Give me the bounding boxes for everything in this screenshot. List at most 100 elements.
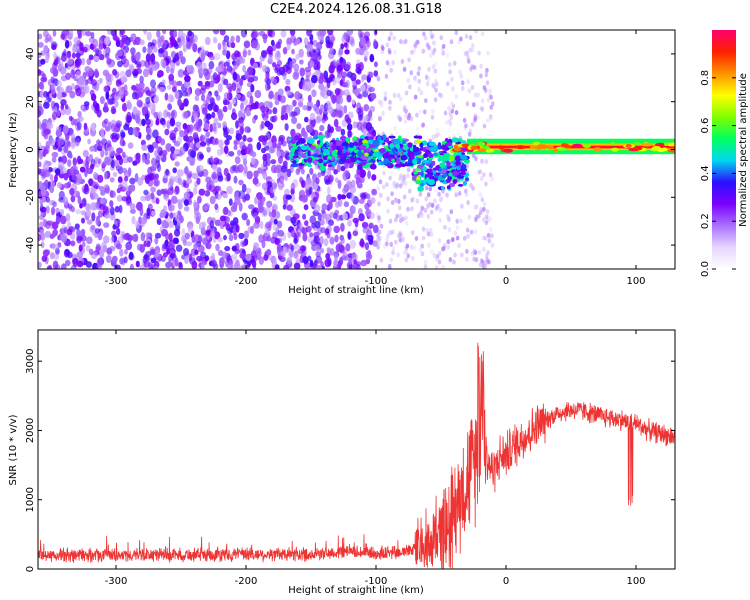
spectrogram-cell bbox=[363, 104, 370, 112]
spectrogram-cell bbox=[130, 47, 136, 55]
spectrogram-cell bbox=[454, 110, 459, 116]
spectrogram-cell bbox=[360, 193, 367, 200]
spectrogram-cell bbox=[40, 90, 44, 99]
spectrogram-cell bbox=[107, 146, 115, 152]
spectrogram-cell bbox=[277, 88, 284, 96]
spectrogram-cell bbox=[397, 114, 401, 120]
spectrogram-cells bbox=[38, 30, 675, 269]
snr-xtick-label: -300 bbox=[105, 576, 128, 587]
spectrogram-cell bbox=[121, 151, 126, 158]
spectrogram-cell bbox=[292, 160, 297, 164]
spectrogram-cell bbox=[208, 61, 215, 70]
spectrogram-cell bbox=[151, 141, 159, 149]
spectrogram-cell bbox=[364, 152, 369, 157]
snr-xtick-label: -100 bbox=[365, 576, 388, 587]
spectrogram-cell bbox=[298, 222, 303, 230]
spectrogram-cell bbox=[99, 249, 105, 259]
spectrogram-cell bbox=[303, 260, 310, 269]
spectrogram-cell bbox=[88, 248, 94, 255]
spectrogram-cell bbox=[169, 212, 174, 219]
spectrogram-cell bbox=[254, 196, 258, 205]
spectrogram-cell bbox=[461, 86, 465, 91]
spectrogram-cell bbox=[309, 215, 317, 224]
spectrogram-cell bbox=[83, 85, 90, 94]
spectrogram-cell bbox=[285, 78, 291, 86]
spectrogram-cell bbox=[322, 109, 328, 117]
spectrogram-cell bbox=[320, 104, 325, 112]
spectrogram-cell bbox=[275, 43, 282, 49]
spectrogram-cell bbox=[121, 37, 127, 44]
spectrogram-cell bbox=[484, 181, 488, 187]
spectrogram-cell bbox=[302, 213, 307, 220]
spectrogram-cell bbox=[52, 30, 57, 37]
spectrogram-cell bbox=[392, 180, 396, 186]
spectrogram-cell bbox=[343, 42, 348, 48]
spectrogram-cell bbox=[292, 155, 299, 159]
spectrogram-cell bbox=[319, 124, 325, 132]
snr-xlabel: Height of straight line (km) bbox=[288, 585, 424, 596]
spectrogram-cell bbox=[119, 70, 126, 80]
spectrogram-cell bbox=[253, 242, 260, 250]
spectrogram-cell bbox=[309, 259, 314, 268]
spectrogram-cell bbox=[168, 232, 173, 242]
spectrogram-cell bbox=[71, 52, 76, 59]
spectrogram-cell bbox=[477, 50, 481, 56]
spectrogram-cell bbox=[421, 235, 426, 241]
spectrogram-cell bbox=[468, 47, 472, 53]
spectrogram-cell bbox=[152, 129, 159, 139]
spectrogram-cell bbox=[166, 247, 170, 255]
spectrogram-cell bbox=[303, 131, 308, 140]
spectrogram-cell bbox=[401, 179, 405, 185]
spectrogram-cell bbox=[333, 225, 341, 234]
spectrogram-cell bbox=[112, 171, 118, 177]
spectrogram-cell bbox=[488, 88, 493, 94]
spectrogram-cell bbox=[472, 102, 476, 108]
spectrogram-cell bbox=[222, 49, 228, 56]
spectrogram-cell bbox=[388, 151, 393, 155]
spectrogram-cell bbox=[449, 155, 455, 162]
spectrogram-cell bbox=[44, 169, 51, 178]
spectrogram-cell bbox=[94, 68, 99, 78]
spectrogram-cell bbox=[116, 194, 123, 202]
spectrogram-cell bbox=[192, 43, 198, 53]
spectrogram-cell bbox=[65, 72, 71, 81]
spectrogram-cell bbox=[305, 225, 312, 233]
spectrogram-cell bbox=[84, 185, 89, 193]
spectrogram-cell bbox=[292, 145, 298, 150]
spectrogram-cell bbox=[387, 263, 392, 269]
spectrogram-cell bbox=[228, 259, 234, 266]
spectrogram-cell bbox=[416, 213, 421, 219]
spectrogram-cell bbox=[122, 233, 130, 240]
spectrogram-cell bbox=[82, 197, 87, 207]
spectrogram-cell bbox=[284, 112, 289, 121]
spectrogram-cell bbox=[205, 137, 211, 146]
spectrogram-cell bbox=[317, 134, 326, 139]
spectrogram-cell bbox=[402, 174, 406, 180]
spectrogram-cell bbox=[270, 39, 275, 47]
spectrogram-cell bbox=[144, 194, 151, 202]
spectrogram-cell bbox=[290, 163, 299, 168]
spectrogram-cell bbox=[193, 202, 198, 209]
spectrogram-cell bbox=[426, 192, 431, 198]
spectrogram-cell bbox=[351, 99, 356, 105]
spectrogram-cell bbox=[304, 37, 309, 46]
spectrogram-cell bbox=[307, 94, 312, 103]
spectrogram-cell bbox=[200, 84, 207, 91]
spectrogram-cell bbox=[331, 150, 338, 157]
snr-ytick-label: 3000 bbox=[25, 348, 36, 373]
spectrogram-cell bbox=[232, 217, 239, 226]
spectrogram-cell bbox=[377, 240, 381, 246]
spectrogram-cell bbox=[311, 75, 318, 84]
spectrogram-cell bbox=[134, 114, 141, 123]
spectrogram-cell bbox=[350, 72, 357, 82]
spectrogram-cell bbox=[295, 53, 300, 60]
spectrogram-cell bbox=[419, 142, 424, 148]
spectrogram-cell bbox=[245, 253, 252, 262]
spectrogram-cell bbox=[328, 64, 335, 74]
spectrogram-cell bbox=[474, 204, 479, 210]
spectrogram-cell bbox=[128, 251, 134, 260]
spectrogram-cell bbox=[409, 116, 414, 122]
spectrogram-cell bbox=[165, 143, 172, 152]
spectrogram-cell bbox=[428, 186, 433, 192]
spectrogram-cell bbox=[338, 244, 345, 253]
